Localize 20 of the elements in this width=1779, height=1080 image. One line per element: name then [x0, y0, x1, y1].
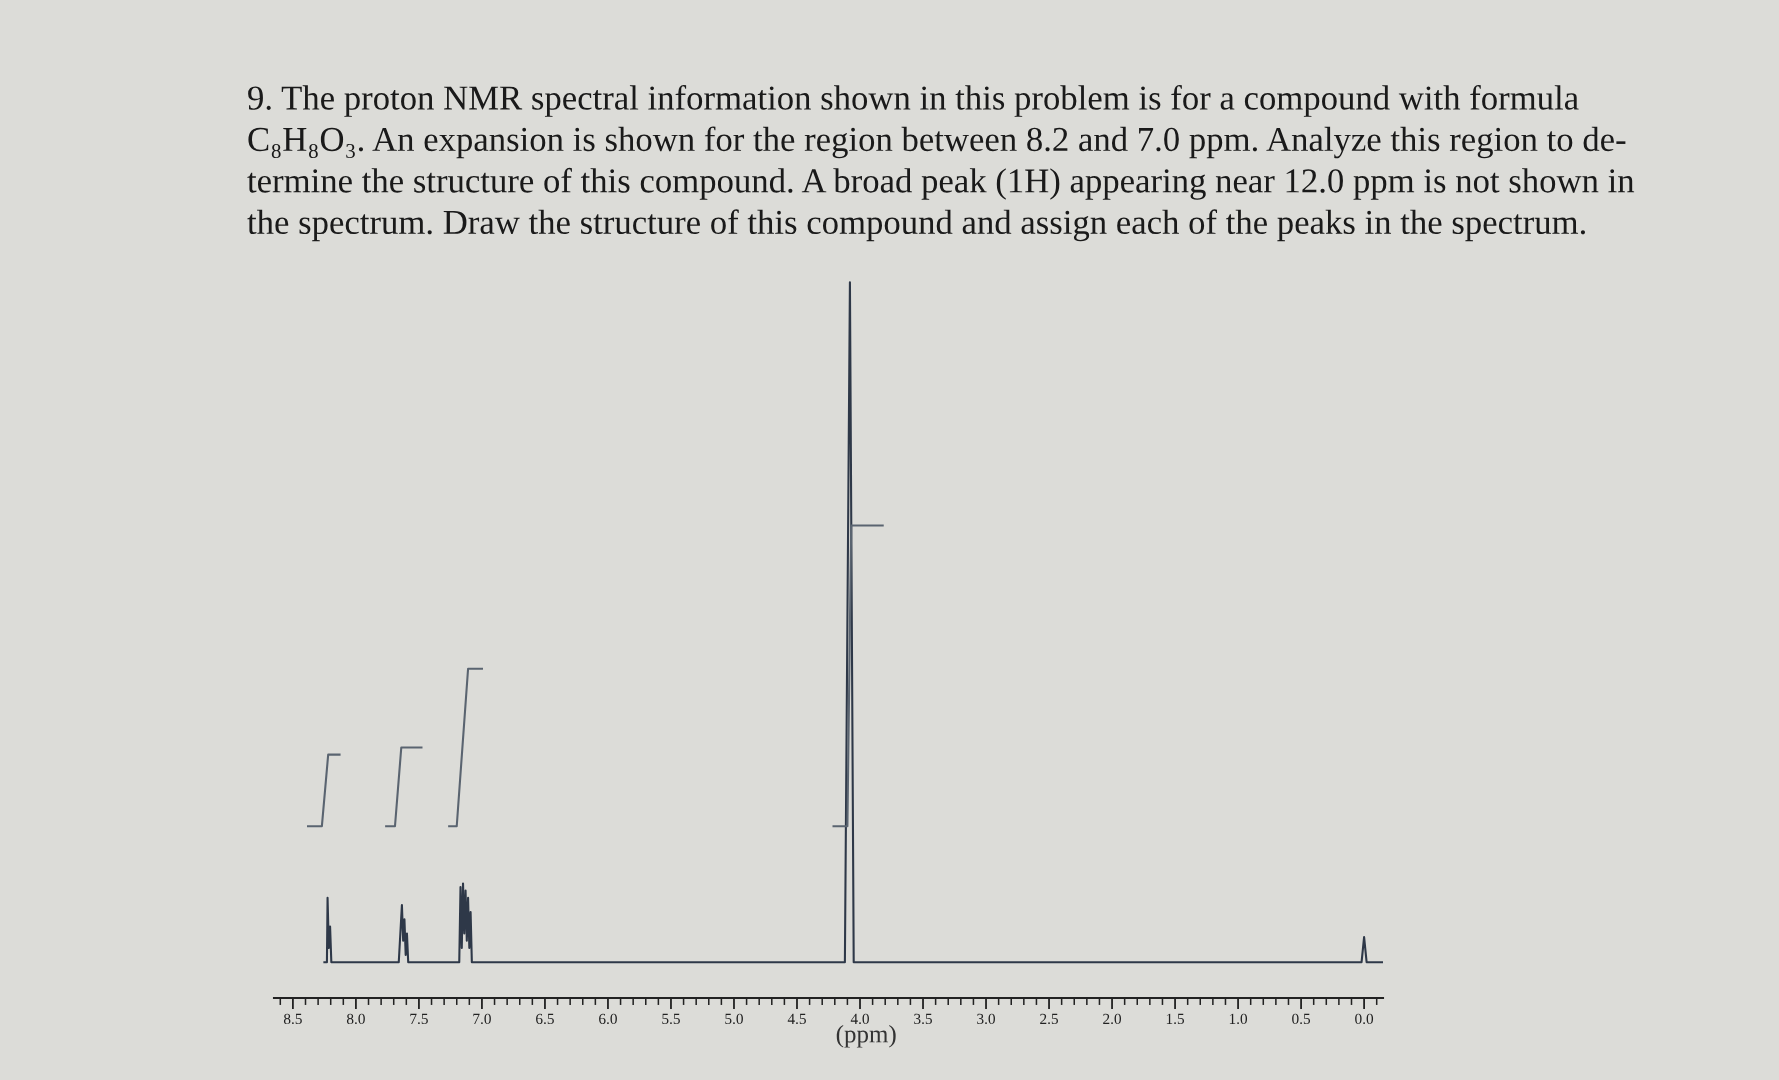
x-tick-label: 8.5 [283, 1013, 302, 1025]
x-tick-label: 4.5 [787, 1013, 806, 1025]
x-tick-label: 5.5 [662, 1013, 680, 1025]
x-tick-label: 2.0 [1103, 1013, 1122, 1025]
x-tick-label: 3.5 [914, 1013, 932, 1025]
x-tick-label: 7.0 [473, 1013, 491, 1025]
x-tick-label: 4.0 [850, 1013, 869, 1025]
x-tick-label: 1.5 [1166, 1013, 1185, 1025]
x-tick-label: 6.0 [599, 1013, 617, 1025]
x-tick-label: 2.5 [1040, 1013, 1058, 1025]
x-tick-label: 0.5 [1292, 1013, 1311, 1025]
x-tick-label: 3.0 [977, 1013, 995, 1025]
x-tick-label: 5.0 [725, 1013, 743, 1025]
x-tick-label: 0.0 [1355, 1013, 1374, 1025]
x-tick-label: 1.0 [1229, 1013, 1248, 1025]
x-tick-label: 7.5 [410, 1013, 428, 1025]
x-tick-label: 8.0 [346, 1013, 365, 1025]
x-axis-title: (ppm) [836, 1024, 896, 1048]
chart-title: 9. The proton NMR spectral information shown in this problem is for a compound with formula C₈H₈O₃. An expansion is shown for the region between 8.2 and 7.0 ppm. Analyze this region to de- termine the structure of this compound. A broad peak (1H) appearing near 12.0 ppm is not shown in the spectrum. Draw the structure of this compound and assign each of the peaks in the spectrum. [247, 85, 1635, 242]
x-tick-label: 6.5 [536, 1013, 554, 1025]
